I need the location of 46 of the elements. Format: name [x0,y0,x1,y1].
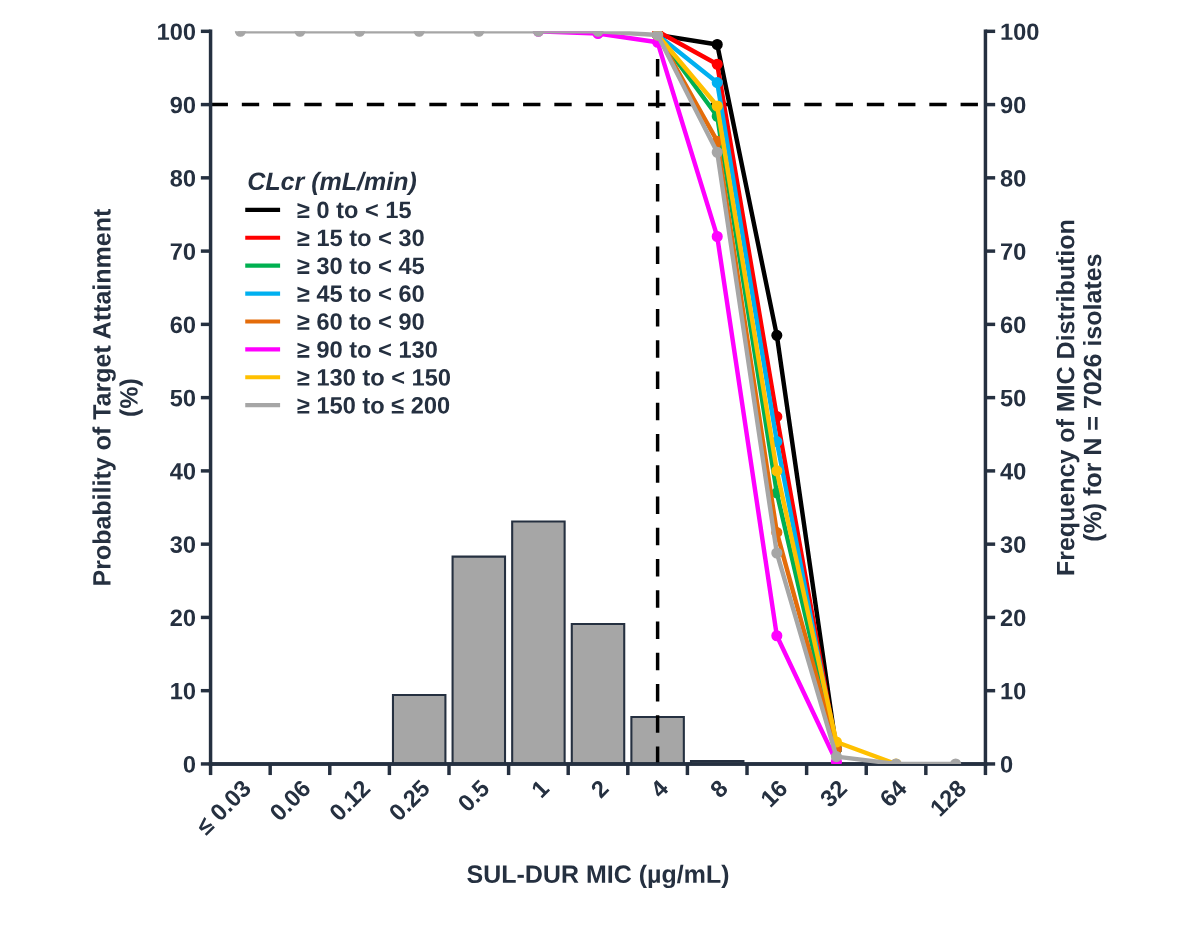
legend-label: ≥ 0 to < 15 [297,201,411,219]
x-tick-label: 0.5 [456,778,491,813]
x-tick-label: 8 [708,778,729,799]
x-tick-label: 64 [878,778,909,809]
y2-tick-label: 70 [1001,243,1026,260]
legend-label: ≥ 130 to < 150 [297,369,450,386]
x-tick-label: 4 [649,778,670,799]
x-tick-label: ≤ 0.03 [194,778,253,837]
y-tick-label: 0 [183,756,196,773]
legend-label: ≥ 90 to < 130 [297,341,437,358]
y-tick-label: 10 [171,682,196,700]
y2-tick-label: 0 [1000,756,1013,773]
y2-tick-label: 30 [1000,536,1026,553]
y2-tick-label: 60 [1000,316,1026,334]
y2-tick-label: 10 [1001,682,1026,700]
legend-label: ≥ 15 to < 30 [297,229,424,247]
x-tick-label: 16 [759,778,789,808]
legend-title: CLcr (mL/min) [248,171,417,196]
legend-label: ≥ 150 to ≤ 200 [297,396,450,414]
x-tick-label: 128 [929,778,968,817]
x-tick-label: 2 [589,778,610,799]
y-tick-label: 20 [170,609,196,627]
y2-axis-title: Frequency of MIC Distribution (%) for N = 7026 isolates [1056,220,1107,575]
x-tick-label: 0.06 [268,778,312,822]
y2-tick-label: 80 [1000,169,1026,187]
y2-tick-label: 40 [1000,462,1026,480]
y-axis-title: Probability of Target Attainment (%) [92,209,143,585]
y-tick-label: 70 [170,243,196,260]
x-axis-title: SUL-DUR MIC (µg/mL) [467,864,729,889]
y2-tick-label: 20 [1000,609,1026,627]
y-tick-label: 60 [170,316,196,334]
legend-label: ≥ 60 to < 90 [297,313,424,330]
y2-tick-label: 100 [1001,23,1039,41]
legend-label: ≥ 30 to < 45 [297,257,425,275]
y2-tick-label: 90 [1000,96,1026,114]
legend-label: ≥ 45 to < 60 [297,285,424,303]
y-tick-label: 80 [170,169,196,187]
y-tick-label: 30 [170,536,196,553]
y-tick-label: 50 [170,389,196,407]
y-tick-label: 100 [158,23,196,41]
y-tick-label: 40 [170,462,196,480]
x-tick-label: 1 [530,778,551,799]
y2-tick-label: 50 [1000,389,1026,407]
x-tick-label: 0.12 [328,778,372,822]
y-tick-label: 90 [170,96,196,114]
x-tick-label: 32 [818,778,849,809]
